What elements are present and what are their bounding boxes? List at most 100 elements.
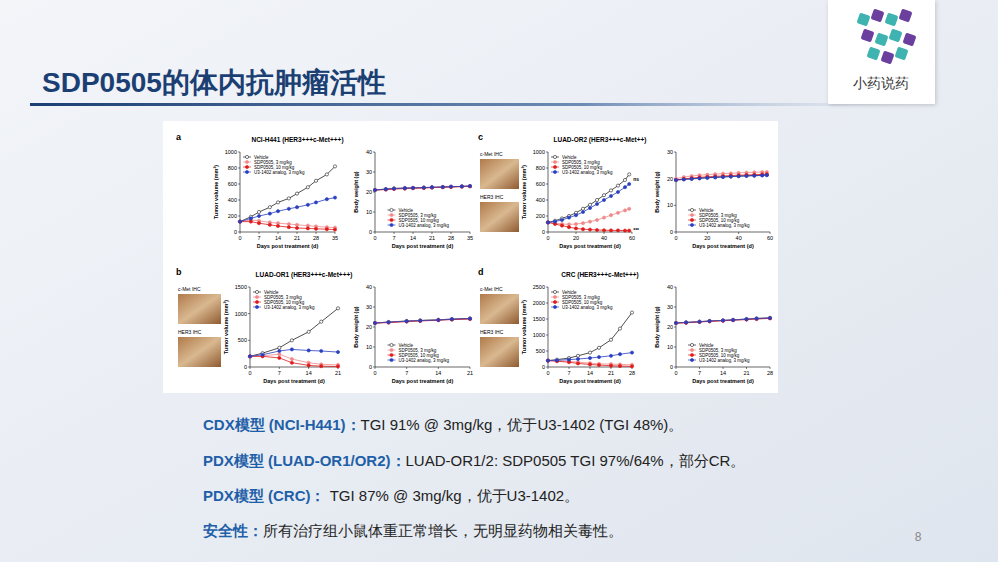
y-tick-label: 1000 <box>533 149 545 155</box>
x-axis-title: Days post treatment (d) <box>257 243 319 249</box>
legend-marker <box>690 218 693 221</box>
bullet: CDX模型 (NCI-H441)：TGI 91% @ 3mg/kg，优于U3-1… <box>203 416 683 433</box>
legend-marker <box>255 305 258 308</box>
point <box>721 175 724 178</box>
y-tick-label: 1000 <box>533 332 545 338</box>
point <box>373 321 376 324</box>
point <box>729 175 732 178</box>
x-tick <box>723 367 724 369</box>
point <box>698 177 701 180</box>
point <box>403 186 406 189</box>
point <box>684 321 687 324</box>
series-line <box>548 353 632 361</box>
y-axis-title: Tumor volume (mm³) <box>521 300 527 354</box>
x-tick-label: 7 <box>278 370 281 376</box>
legend-marker <box>553 160 556 163</box>
y-tick-label: 600 <box>536 181 545 187</box>
series-group <box>674 316 771 324</box>
point <box>588 363 591 366</box>
point <box>690 177 693 180</box>
y-tick <box>546 303 548 304</box>
point <box>597 355 600 358</box>
point <box>449 185 452 188</box>
point <box>248 355 251 358</box>
x-tick-label: 21 <box>743 370 749 376</box>
point <box>602 229 605 232</box>
legend-marker <box>390 208 393 211</box>
point <box>405 319 408 322</box>
x-tick <box>548 232 549 234</box>
legend-marker <box>245 165 248 168</box>
x-axis-title: Days post treatment (d) <box>263 378 325 384</box>
x-tick-label: 14 <box>306 370 312 376</box>
legend-marker <box>255 295 258 298</box>
point <box>268 206 271 209</box>
x-tick <box>738 232 739 234</box>
x-axis <box>375 232 470 233</box>
point <box>278 356 281 359</box>
legend-marker <box>690 213 693 216</box>
x-tick <box>746 367 747 369</box>
point <box>618 364 621 367</box>
point <box>325 228 328 231</box>
point <box>437 319 440 322</box>
y-tick <box>373 367 375 368</box>
y-tick-label: 20 <box>366 324 372 330</box>
point <box>714 176 717 179</box>
x-tick-label: 21 <box>608 370 614 376</box>
point <box>609 338 612 341</box>
y-tick-label: 10 <box>667 202 673 208</box>
y-tick <box>674 205 676 206</box>
legend-marker <box>245 160 248 163</box>
x-tick-label: 0 <box>373 235 376 241</box>
point <box>387 321 390 324</box>
x-tick <box>278 232 279 234</box>
x-tick-label: 20 <box>704 235 710 241</box>
logo-cell <box>860 28 874 42</box>
point <box>574 214 577 217</box>
x-tick-label: 21 <box>467 370 473 376</box>
point <box>384 187 387 190</box>
y-tick <box>373 347 375 348</box>
point <box>616 190 619 193</box>
x-tick-label: 21 <box>335 370 341 376</box>
point <box>745 318 748 321</box>
x-tick <box>548 367 549 369</box>
point <box>768 317 771 320</box>
series-group <box>546 311 633 368</box>
point <box>278 353 281 356</box>
point <box>450 318 453 321</box>
x-tick-label: 28 <box>448 235 454 241</box>
logo-cell <box>874 32 888 46</box>
series-line <box>548 313 632 361</box>
point <box>708 319 711 322</box>
point <box>616 211 619 214</box>
series-line <box>375 318 470 323</box>
y-tick <box>248 287 250 288</box>
point <box>745 174 748 177</box>
point <box>560 218 563 221</box>
point <box>588 356 591 359</box>
legend-label: U3-1402 analog, 3 mg/kg <box>699 358 750 363</box>
x-axis-title: Days post treatment (d) <box>392 378 454 384</box>
point <box>306 186 309 189</box>
x-tick <box>279 367 280 369</box>
logo-cell <box>880 50 894 64</box>
series-group <box>238 165 336 231</box>
point <box>422 186 425 189</box>
y-tick-label: 1000 <box>225 149 237 155</box>
logo-cell <box>898 8 912 22</box>
x-tick-label: 14 <box>410 235 416 241</box>
bullet: PDX模型 (CRC)： TGI 87% @ 3mg/kg，优于U3-1402。 <box>203 487 579 504</box>
y-tick <box>674 287 676 288</box>
point <box>314 201 317 204</box>
panel-letter: a <box>176 132 182 142</box>
x-tick-label: 28 <box>629 370 635 376</box>
point <box>257 214 260 217</box>
x-axis <box>240 232 335 233</box>
y-tick-label: 2000 <box>533 300 545 306</box>
point <box>411 186 414 189</box>
legend-marker <box>255 300 258 303</box>
point <box>628 229 631 232</box>
point <box>721 319 724 322</box>
